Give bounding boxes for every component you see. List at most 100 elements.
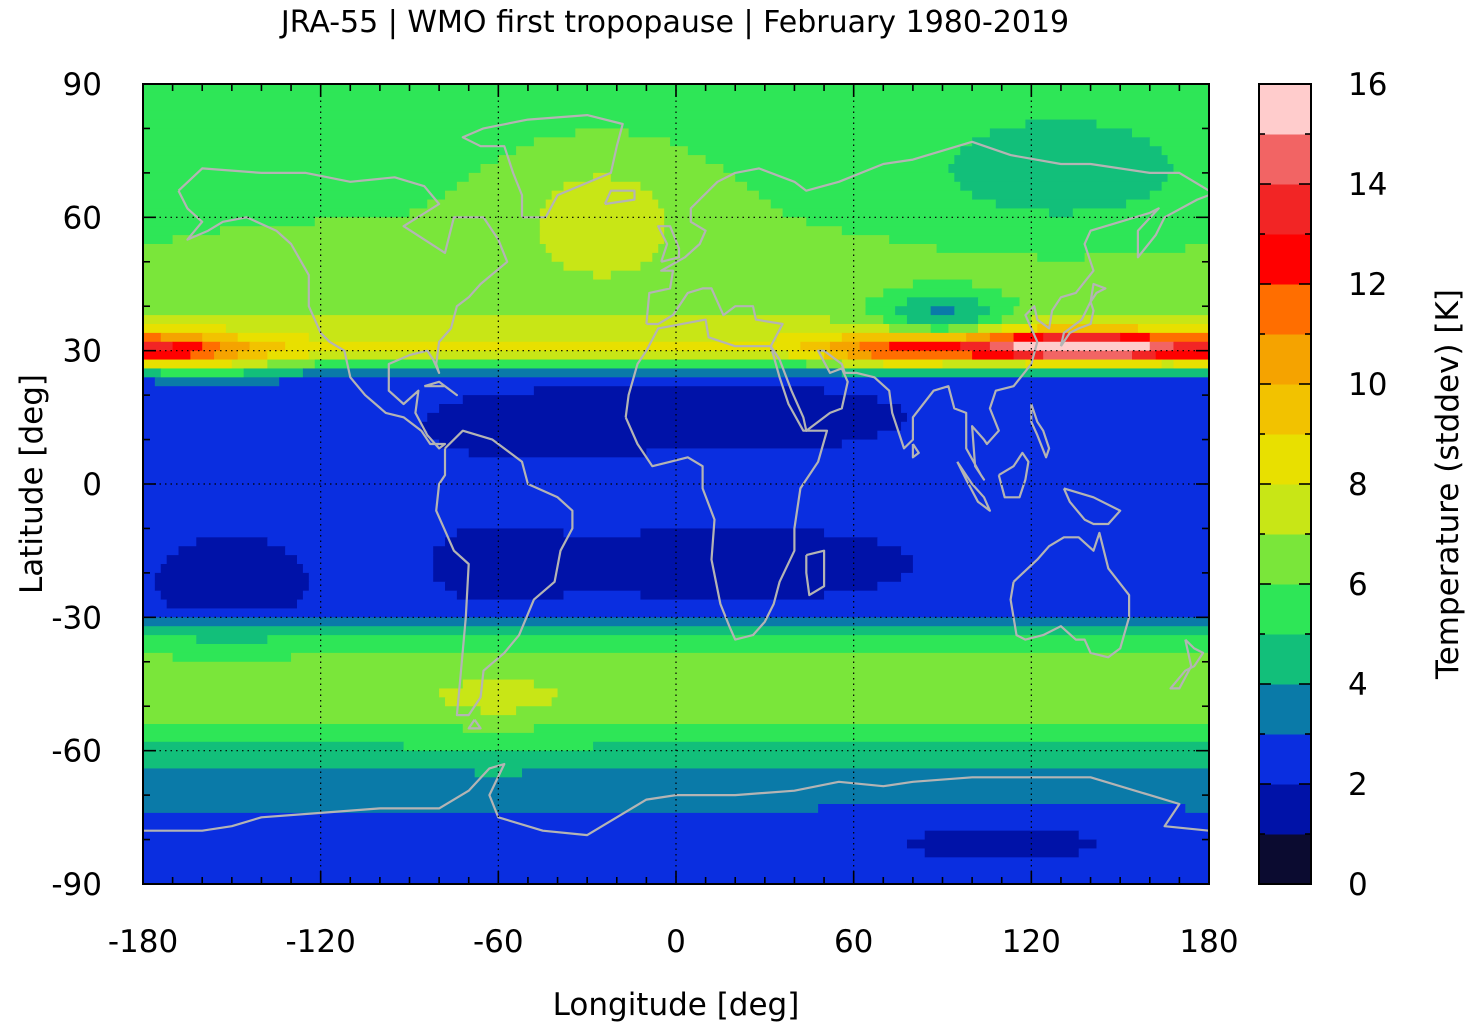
field-cell (196, 635, 268, 645)
field-cell (143, 146, 517, 156)
colorbar-swatch (1259, 184, 1311, 235)
coastline (435, 429, 574, 717)
colorbar-tick-label: 0 (1348, 867, 1368, 903)
coastline (805, 549, 826, 597)
field-cell (901, 546, 1209, 556)
field-cell (143, 119, 1027, 130)
field-cell (1013, 350, 1044, 361)
field-cell (954, 155, 1169, 165)
field-cell (143, 848, 926, 858)
coastline (1059, 282, 1107, 347)
field-cell (143, 261, 565, 272)
colorbar-swatch (1259, 784, 1311, 835)
field-cell (468, 172, 594, 183)
field-cell (788, 350, 825, 361)
field-cell (628, 128, 991, 138)
coastline (956, 461, 991, 512)
field-cell (1078, 830, 1209, 841)
field-cell (143, 715, 1209, 725)
field-cell (1161, 359, 1175, 370)
field-cell (610, 172, 736, 183)
field-cell (1019, 297, 1209, 307)
field-cell (160, 590, 304, 601)
field-cell (930, 306, 955, 316)
field-cell (143, 412, 428, 423)
y-tick-label: 30 (63, 334, 102, 370)
field-cell (912, 564, 1209, 574)
field-cell (143, 590, 162, 601)
field-cell (1137, 324, 1209, 334)
colorbar-swatch (1259, 734, 1311, 785)
field-cell (143, 190, 446, 201)
field-cell (539, 235, 665, 245)
field-cell (516, 146, 689, 156)
field-cell (172, 341, 203, 352)
coastline (657, 225, 681, 263)
temperature-field (143, 84, 1209, 884)
field-cell (989, 306, 1015, 316)
coastline (1169, 638, 1205, 690)
colorbar-swatch (1259, 284, 1311, 335)
coastline (461, 114, 624, 219)
field-cell (1167, 155, 1209, 165)
field-cell (865, 297, 908, 307)
colorbar-swatch (1259, 434, 1311, 485)
field-cell (427, 412, 908, 423)
field-cell (841, 332, 967, 343)
field-cell (646, 448, 1209, 458)
field-cell (859, 341, 890, 352)
colorbar-swatch (1259, 234, 1311, 285)
field-cell (533, 679, 1209, 690)
field-cell (267, 537, 446, 547)
field-cell (279, 377, 1209, 387)
field-cell (782, 208, 1050, 218)
field-cell (143, 466, 1209, 476)
field-cell (160, 332, 203, 343)
field-cell (302, 368, 843, 378)
field-cell (824, 528, 1209, 538)
field-cell (143, 697, 446, 707)
field-cell (143, 181, 458, 192)
field-cell (972, 190, 1151, 201)
field-cell (1096, 119, 1209, 130)
field-cell (912, 279, 973, 290)
field-cell (143, 279, 914, 290)
field-cell (143, 164, 482, 174)
field-cell (533, 386, 825, 396)
colorbar-swatch (1259, 134, 1311, 185)
field-cell (143, 252, 553, 263)
coastline (423, 380, 458, 397)
field-cell (687, 146, 961, 156)
colorbar-label: Temperature (stddev) [K] (1430, 289, 1466, 680)
field-cell (296, 555, 434, 565)
field-cell (143, 430, 428, 441)
field-cell (658, 199, 772, 210)
field-cell (989, 332, 1015, 343)
field-cell (468, 448, 647, 458)
field-cell (924, 848, 1080, 858)
field-cell (143, 217, 316, 227)
field-cell (640, 261, 1209, 272)
field-cell (563, 261, 642, 272)
field-cell (433, 564, 914, 574)
field-cell (563, 528, 642, 538)
field-cell (516, 706, 1209, 716)
colorbar-tick-labels: 0 2 4 6 8 10 12 14 16 (1348, 67, 1387, 903)
field-cell (901, 421, 1209, 432)
field-cell (995, 199, 1127, 210)
field-cell (865, 306, 896, 316)
field-cell (143, 457, 1209, 467)
field-cell (1149, 190, 1209, 201)
field-cell (966, 332, 991, 343)
field-cell (978, 324, 1003, 334)
field-cell (889, 324, 932, 334)
field-cell (480, 706, 517, 716)
coastline (1009, 531, 1131, 659)
field-cell (143, 706, 482, 716)
field-cell (539, 226, 665, 236)
coastline (1030, 403, 1051, 459)
x-tick-label: 60 (834, 924, 873, 960)
field-cell (901, 572, 1209, 583)
coastline (624, 318, 829, 641)
field-cell (456, 590, 565, 601)
